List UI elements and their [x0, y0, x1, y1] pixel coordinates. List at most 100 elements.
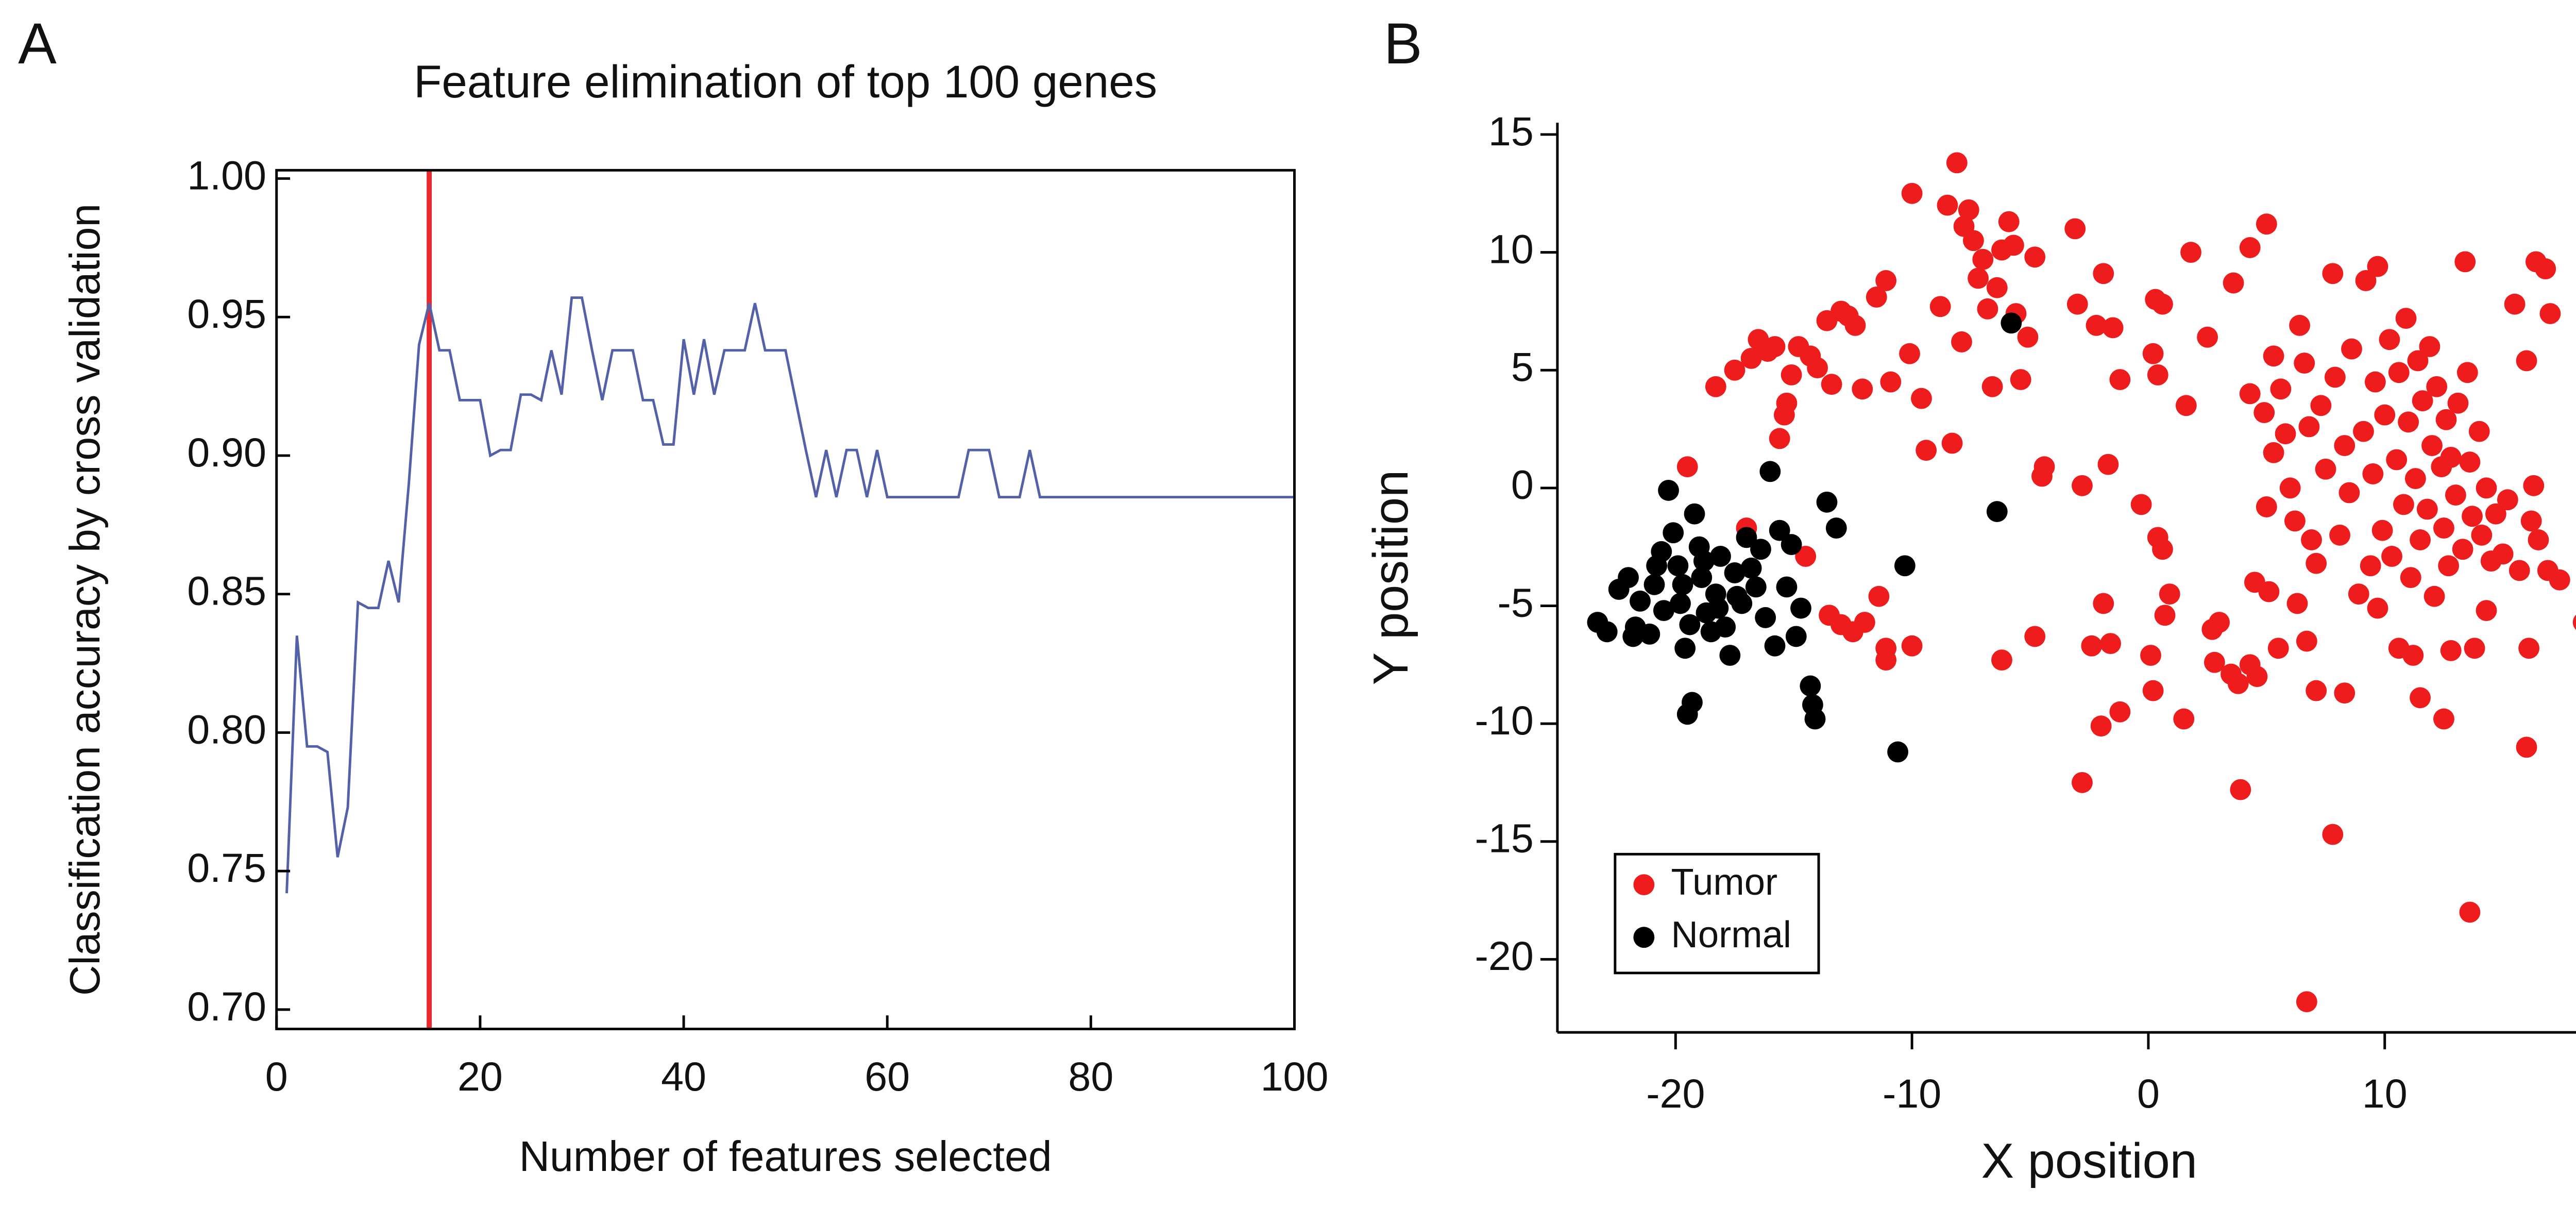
point: [2367, 597, 2388, 619]
point: [2175, 395, 2197, 416]
point: [2227, 673, 2249, 694]
point: [2239, 237, 2261, 258]
point: [2100, 633, 2121, 655]
point: [1639, 623, 1660, 645]
point: [2024, 246, 2046, 268]
point: [2066, 293, 2088, 315]
y-tick-label: 0.90: [187, 429, 266, 475]
axes-frame: [275, 169, 1296, 1030]
point: [1916, 440, 1937, 461]
point: [2294, 353, 2315, 374]
point: [2433, 708, 2454, 730]
x-tick-label: 60: [865, 1053, 910, 1099]
point: [2523, 475, 2545, 496]
point: [2152, 293, 2173, 315]
point: [2322, 824, 2344, 845]
point: [1745, 576, 1767, 598]
y-tick-label: 10: [1488, 226, 1534, 272]
point: [1951, 331, 1972, 353]
point: [1825, 517, 1847, 539]
point: [2520, 510, 2542, 532]
point: [1981, 376, 2003, 397]
point: [2504, 293, 2526, 315]
point: [1868, 585, 1890, 607]
point: [2081, 635, 2103, 657]
point: [2447, 392, 2469, 414]
point: [1736, 527, 1757, 548]
point: [2223, 272, 2244, 294]
point: [1875, 270, 1897, 291]
point: [2516, 350, 2537, 372]
point: [1962, 230, 1984, 252]
point: [1781, 364, 1802, 386]
point: [1643, 574, 1665, 595]
point: [2064, 218, 2086, 240]
y-tick-label: -5: [1498, 579, 1534, 625]
point: [1986, 501, 2008, 522]
point: [2485, 503, 2506, 525]
point: [2301, 529, 2322, 550]
point: [1901, 635, 1923, 657]
point: [1618, 567, 1639, 589]
point: [2147, 364, 2168, 386]
y-tick-label: 15: [1488, 108, 1534, 154]
point: [2102, 317, 2124, 339]
point: [2072, 475, 2093, 496]
point: [1764, 635, 1786, 657]
point: [1901, 182, 1923, 204]
point: [1707, 597, 1729, 619]
point: [2509, 560, 2530, 581]
point: [1887, 741, 1909, 763]
point: [2348, 583, 2369, 605]
point: [2296, 991, 2317, 1013]
point: [1679, 614, 1701, 635]
point: [1866, 287, 1887, 308]
point: [1646, 555, 1668, 577]
point: [2440, 640, 2462, 661]
point: [2476, 600, 2497, 622]
panel-label: B: [1384, 11, 1422, 76]
point: [2459, 451, 2481, 473]
point: [2410, 687, 2431, 709]
point: [1852, 378, 1873, 400]
point: [1998, 211, 2020, 232]
point: [2230, 779, 2251, 800]
point: [2426, 376, 2448, 397]
point: [2109, 369, 2131, 390]
point: [1854, 612, 1875, 633]
point: [1899, 343, 1920, 364]
point: [1968, 267, 1989, 289]
point: [2306, 680, 2327, 701]
point: [1672, 574, 1693, 595]
point: [1682, 692, 1703, 713]
y-tick-label: -20: [1475, 933, 1534, 979]
point: [1800, 675, 1821, 697]
point: [2140, 645, 2161, 666]
point: [2374, 404, 2396, 426]
point: [2395, 308, 2417, 329]
point: [2324, 366, 2346, 388]
point: [1894, 555, 1916, 577]
point: [2258, 581, 2280, 602]
point: [2419, 336, 2441, 357]
point: [2090, 715, 2112, 737]
x-tick-label: 10: [2362, 1070, 2408, 1116]
point: [1724, 562, 1745, 583]
point: [1719, 645, 1741, 666]
point: [1946, 152, 1968, 174]
point: [2400, 567, 2421, 589]
y-tick-label: 5: [1511, 344, 1534, 390]
point: [2386, 449, 2408, 471]
point: [1726, 585, 1748, 607]
point: [2471, 524, 2493, 546]
point: [2459, 901, 2481, 923]
point: [2197, 326, 2218, 348]
point: [2246, 666, 2268, 688]
point: [2468, 421, 2490, 442]
point: [2310, 395, 2332, 416]
x-tick-label: 40: [661, 1053, 706, 1099]
point: [1684, 503, 1705, 525]
point: [1691, 567, 1713, 589]
point: [1764, 336, 1786, 357]
point: [2433, 517, 2454, 539]
